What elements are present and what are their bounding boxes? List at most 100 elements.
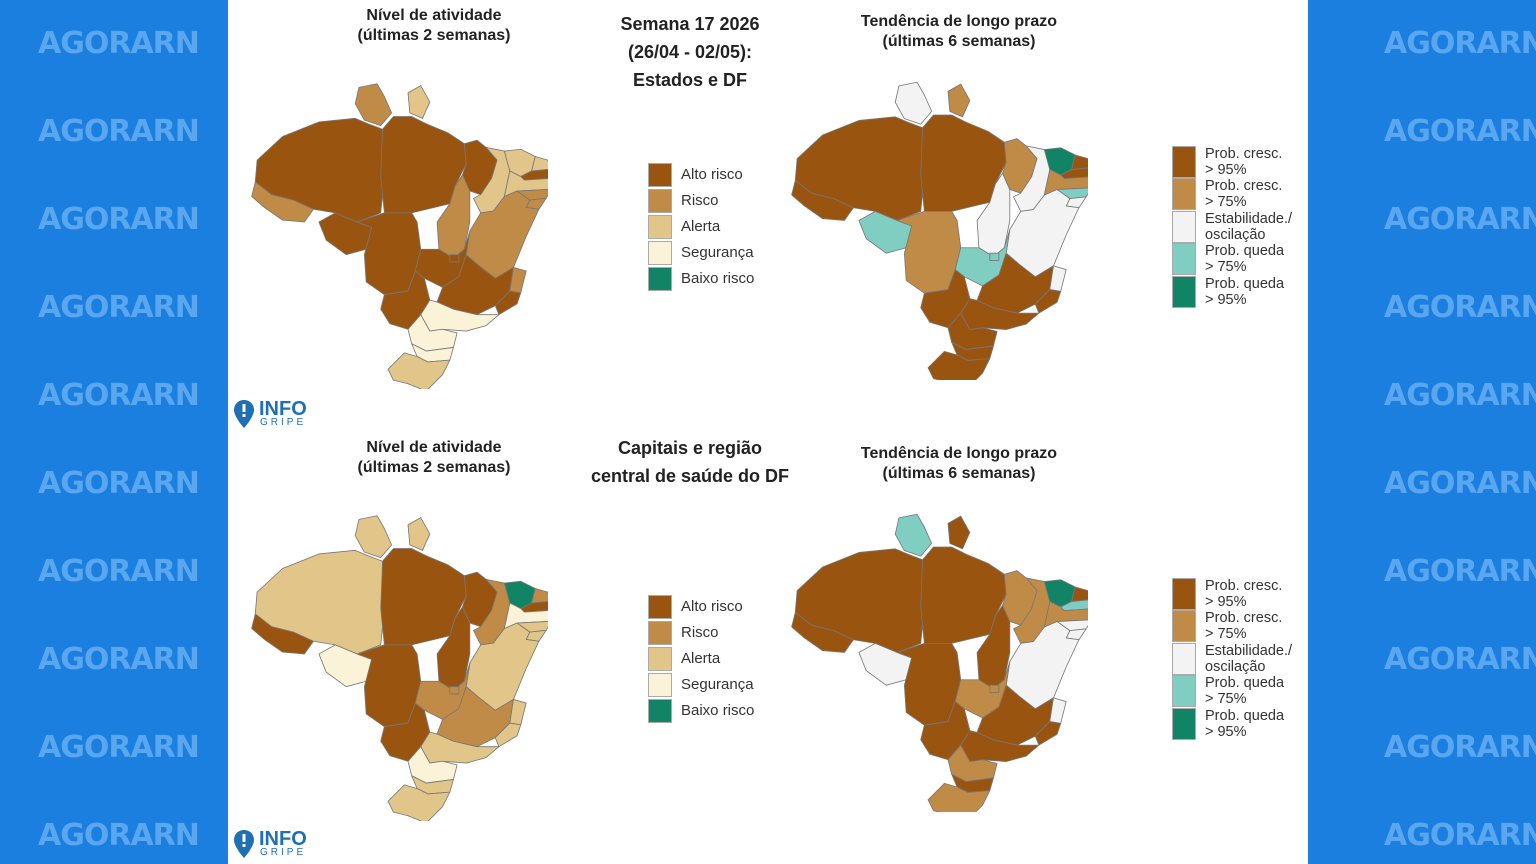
- watermark-text: AGORARN: [38, 554, 200, 589]
- legend-item: Prob. queda > 95%: [1172, 708, 1302, 740]
- top-activity-title: Nível de atividade (últimas 2 semanas): [324, 6, 544, 46]
- watermark-text: AGORARN: [38, 114, 200, 149]
- state-region-rr: [894, 513, 933, 557]
- bottom-trend-map: [791, 513, 1088, 812]
- legend-swatch: [648, 189, 672, 213]
- legend-label: Segurança: [681, 676, 754, 693]
- legend-swatch: [648, 595, 672, 619]
- title-line: Tendência de longo prazo: [860, 445, 1058, 462]
- legend-swatch: [648, 215, 672, 239]
- legend-label: Risco: [681, 192, 719, 209]
- legend-swatch: [1172, 276, 1196, 308]
- state-region-rn: [1071, 586, 1088, 602]
- legend-swatch: [648, 647, 672, 671]
- legend-swatch: [648, 163, 672, 187]
- top-center-title: Semana 17 2026 (26/04 - 02/05): Estados …: [590, 10, 790, 94]
- state-region-rj: [494, 722, 522, 748]
- title-line: Tendência de longo prazo: [860, 13, 1058, 30]
- top-trend-title: Tendência de longo prazo (últimas 6 sema…: [839, 12, 1079, 52]
- state-region-rn: [531, 588, 548, 604]
- state-region-rr: [354, 83, 393, 126]
- legend-label: Baixo risco: [681, 702, 755, 719]
- legend-label: Estabilidade./oscilação: [1205, 211, 1293, 243]
- state-region-rs: [387, 784, 451, 821]
- watermark-column-left: AGORARN AGORARN AGORARN AGORARN AGORARN AGORA…: [0, 0, 228, 864]
- state-region-ap: [947, 515, 971, 550]
- watermark-text: AGORARN: [1384, 730, 1536, 765]
- legend-label: Alto risco: [681, 166, 743, 183]
- legend-label: Prob. queda > 95%: [1205, 708, 1285, 740]
- legend-label: Alto risco: [681, 598, 743, 615]
- logo-gripe-text: GRIPE: [260, 847, 307, 858]
- legend-label: Estabilidade./oscilação: [1205, 643, 1293, 675]
- state-region-rr: [894, 81, 933, 125]
- state-region-to: [976, 172, 1011, 258]
- state-region-ac: [251, 613, 314, 655]
- bottom-activity-legend: Alto risco Risco Alerta Segurança Baixo …: [648, 595, 788, 725]
- state-region-rs: [927, 350, 991, 380]
- legend-swatch: [648, 621, 672, 645]
- infographic-panel: Nível de atividade (últimas 2 semanas) S…: [228, 0, 1308, 864]
- location-pin-icon: [234, 830, 254, 858]
- legend-swatch: [648, 699, 672, 723]
- title-line: (últimas 6 semanas): [882, 33, 1036, 50]
- watermark-text: AGORARN: [1384, 466, 1536, 501]
- legend-swatch: [1172, 243, 1196, 275]
- state-region-to: [436, 174, 471, 259]
- watermark-text: AGORARN: [38, 26, 200, 61]
- legend-item: Prob. cresc. > 75%: [1172, 610, 1302, 642]
- state-region-to: [436, 606, 471, 691]
- legend-label: Risco: [681, 624, 719, 641]
- title-line: Estados e DF: [632, 70, 748, 90]
- top-trend-map: [791, 81, 1088, 380]
- state-region-rs: [387, 352, 451, 389]
- legend-label: Segurança: [681, 244, 754, 261]
- state-region-df: [989, 252, 1000, 261]
- legend-swatch: [1172, 643, 1196, 675]
- legend-swatch: [1172, 675, 1196, 707]
- state-region-ap: [947, 83, 971, 118]
- watermark-text: AGORARN: [1384, 378, 1536, 413]
- title-line: Nível de atividade: [366, 439, 502, 456]
- logo-info-text: INFO: [259, 828, 307, 850]
- legend-label: Prob. queda > 95%: [1205, 276, 1285, 308]
- top-activity-legend: Alto risco Risco Alerta Segurança Baixo …: [648, 163, 788, 293]
- watermark-text: AGORARN: [1384, 554, 1536, 589]
- watermark-text: AGORARN: [1384, 114, 1536, 149]
- state-region-df: [449, 254, 460, 263]
- bottom-activity-map: [251, 515, 548, 821]
- state-region-ap: [407, 517, 431, 551]
- legend-item: Prob. queda > 95%: [1172, 276, 1302, 308]
- watermark-text: AGORARN: [38, 466, 200, 501]
- location-pin-icon: [234, 400, 254, 428]
- bottom-trend-title: Tendência de longo prazo (últimas 6 sema…: [839, 444, 1079, 484]
- state-region-rr: [354, 515, 393, 558]
- legend-swatch: [1172, 708, 1196, 740]
- watermark-text: AGORARN: [1384, 26, 1536, 61]
- watermark-text: AGORARN: [38, 730, 200, 765]
- title-line: (últimas 2 semanas): [357, 27, 511, 44]
- watermark-text: AGORARN: [38, 818, 200, 853]
- watermark-text: AGORARN: [1384, 202, 1536, 237]
- legend-item: Prob. cresc. > 75%: [1172, 178, 1302, 210]
- bottom-activity-title: Nível de atividade (últimas 2 semanas): [324, 438, 544, 478]
- legend-label: Prob. cresc. > 75%: [1205, 610, 1283, 642]
- infogripe-logo: INFO GRIPE: [234, 398, 314, 432]
- legend-item: Estabilidade./oscilação: [1172, 643, 1302, 675]
- title-line: (últimas 2 semanas): [357, 459, 511, 476]
- state-region-rs: [927, 782, 991, 812]
- watermark-text: AGORARN: [38, 290, 200, 325]
- title-line: (26/04 - 02/05):: [627, 42, 753, 62]
- legend-label: Alerta: [681, 650, 721, 667]
- legend-label: Alerta: [681, 218, 721, 235]
- legend-item: Prob. cresc. > 95%: [1172, 146, 1302, 178]
- legend-label: Baixo risco: [681, 270, 755, 287]
- legend-swatch: [648, 241, 672, 265]
- legend-label: Prob. cresc. > 95%: [1205, 146, 1283, 178]
- state-region-df: [449, 686, 460, 695]
- state-region-ac: [791, 612, 854, 653]
- watermark-text: AGORARN: [38, 642, 200, 677]
- watermark-text: AGORARN: [1384, 642, 1536, 677]
- legend-swatch: [1172, 610, 1196, 642]
- legend-label: Prob. queda > 75%: [1205, 243, 1285, 275]
